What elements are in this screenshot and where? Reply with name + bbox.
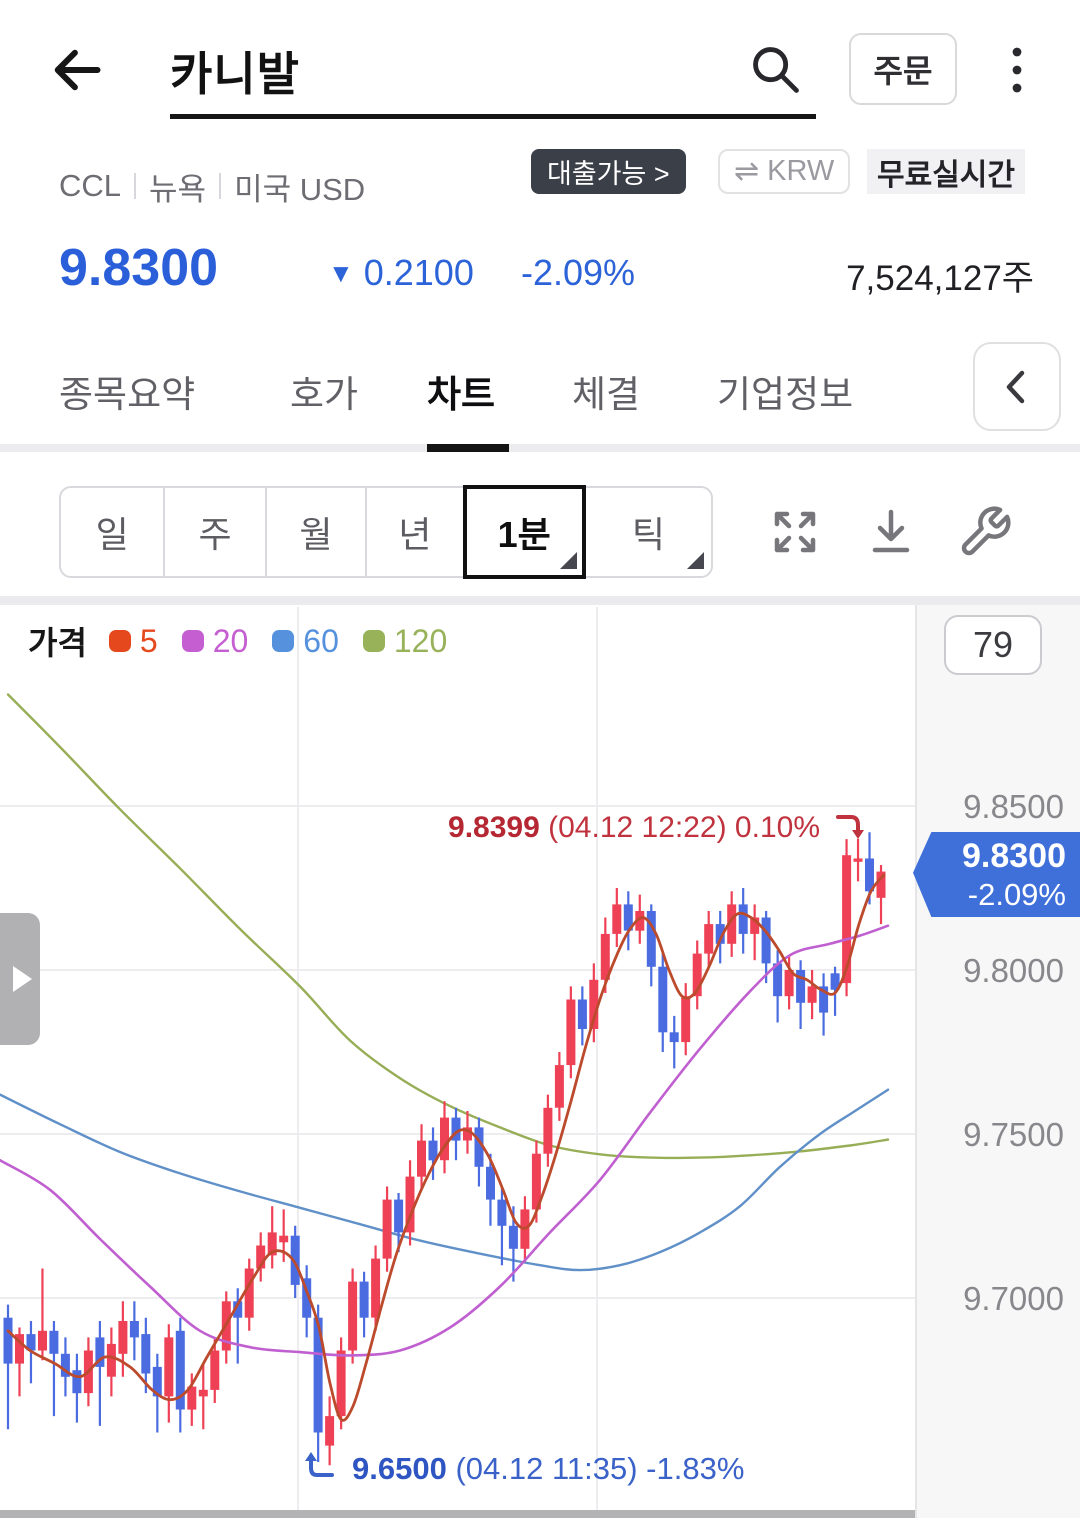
ma120-color-dot: [362, 630, 385, 652]
price-change-value: 0.2100: [363, 252, 474, 293]
period-day[interactable]: 일: [61, 488, 166, 576]
session-high-annotation: 9.8399 (04.12 12:22) 0.10%: [250, 811, 820, 845]
currency-label: KRW: [767, 155, 835, 187]
candlestick-chart-canvas[interactable]: [0, 605, 1080, 1518]
download-button[interactable]: [863, 504, 919, 560]
collapse-tabs-button[interactable]: [973, 342, 1061, 431]
fullscreen-button[interactable]: [767, 504, 823, 560]
wrench-icon: [961, 506, 1011, 556]
search-button[interactable]: [748, 42, 804, 98]
realtime-badge: 무료실시간: [867, 149, 1025, 194]
expand-icon: [774, 511, 816, 553]
chevron-left-icon: [1006, 370, 1025, 403]
loan-available-badge[interactable]: 대출가능 >: [531, 149, 686, 194]
tab-trades[interactable]: 체결: [572, 374, 641, 415]
meta-divider: [134, 173, 137, 199]
legend-title: 가격: [28, 625, 87, 661]
stock-exchange: 뉴욕: [149, 171, 207, 207]
panel-expand-handle[interactable]: [0, 913, 40, 1045]
tab-quotes[interactable]: 호가: [290, 374, 359, 415]
y-axis-label: 9.8000: [963, 952, 1064, 989]
ma20-color-dot: [181, 630, 204, 652]
low-detail: (04.12 11:35) -1.83%: [446, 1451, 745, 1486]
meta-divider: [219, 173, 222, 199]
volume: 7,524,127주: [846, 259, 1034, 298]
back-button[interactable]: [48, 42, 104, 98]
stock-market: 미국 USD: [234, 171, 366, 207]
tab-company-info[interactable]: 기업정보: [717, 374, 854, 415]
legend-item-ma5: 5: [108, 623, 158, 660]
legend-item-ma60: 60: [272, 623, 339, 660]
ma5-color-dot: [108, 630, 131, 652]
y-axis-label: 9.7500: [963, 1116, 1064, 1153]
current-price: 9.8300: [59, 239, 219, 297]
currency-toggle-badge[interactable]: ⇌ KRW: [718, 149, 851, 194]
y-axis-label: 9.8500: [963, 788, 1064, 825]
more-menu-button[interactable]: [995, 44, 1039, 96]
price-change-percent: -2.09%: [521, 252, 636, 293]
high-value: 9.8399: [448, 811, 540, 844]
tab-summary[interactable]: 종목요약: [59, 374, 196, 415]
session-low-annotation: 9.6500 (04.12 11:35) -1.83%: [352, 1451, 744, 1487]
y-axis-label: 9.7000: [963, 1280, 1064, 1317]
period-tick[interactable]: 틱: [586, 488, 711, 576]
realtime-badge-label: 무료실시간: [877, 158, 1015, 192]
current-price-tag-percent: -2.09%: [967, 877, 1066, 912]
play-triangle-icon: [13, 966, 32, 992]
dropdown-corner-icon: [687, 552, 704, 569]
down-triangle-icon: ▼: [328, 257, 354, 288]
period-selector: 일 주 월 년 1분 틱: [59, 485, 713, 579]
tab-chart[interactable]: 차트: [427, 374, 496, 415]
bar-count-box[interactable]: 79: [944, 615, 1042, 675]
current-price-tag-value: 9.8300: [962, 837, 1066, 875]
current-price-tag: 9.8300 -2.09%: [913, 832, 1080, 917]
chart-settings-button[interactable]: [957, 504, 1013, 560]
swap-arrows-icon: ⇌: [734, 155, 760, 188]
active-tab-underline: [427, 444, 509, 452]
download-icon: [872, 509, 910, 553]
title-underline: [170, 114, 816, 119]
legend-item-ma120: 120: [362, 623, 447, 660]
legend-item-ma20: 20: [181, 623, 248, 660]
chart-legend: 가격 5 20 60 120: [28, 618, 471, 664]
period-week[interactable]: 주: [165, 488, 267, 576]
loan-badge-label: 대출가능 >: [547, 159, 670, 189]
order-button-label: 주문: [873, 53, 933, 89]
high-marker-arrow-icon: [836, 815, 864, 839]
high-detail: (04.12 12:22) 0.10%: [539, 811, 820, 844]
page-title: 카니발: [170, 48, 300, 100]
low-marker-arrow-icon: [305, 1452, 334, 1477]
period-month[interactable]: 월: [267, 488, 368, 576]
ma60-color-dot: [272, 630, 295, 652]
chart-scrollbar[interactable]: [0, 1510, 915, 1518]
period-1min[interactable]: 1분: [462, 485, 586, 579]
stock-meta-line: CCL 뉴욕 미국 USD: [59, 163, 365, 209]
stock-code: CCL: [59, 168, 122, 203]
back-arrow-icon: [54, 49, 101, 91]
order-button[interactable]: 주문: [849, 33, 957, 105]
kebab-icon: [1012, 47, 1022, 93]
period-year[interactable]: 년: [367, 488, 465, 576]
section-divider: [0, 596, 1080, 605]
search-icon: [753, 47, 799, 93]
dropdown-corner-icon: [559, 552, 577, 569]
tabs-divider: [0, 444, 1080, 452]
price-axis-gutter: [915, 605, 1080, 1518]
low-value: 9.6500: [352, 1451, 447, 1486]
price-chart[interactable]: 가격 5 20 60 120 79 9.8500 9.8000 9.7500 9…: [0, 605, 1080, 1518]
price-change: ▼ 0.2100: [328, 252, 474, 294]
